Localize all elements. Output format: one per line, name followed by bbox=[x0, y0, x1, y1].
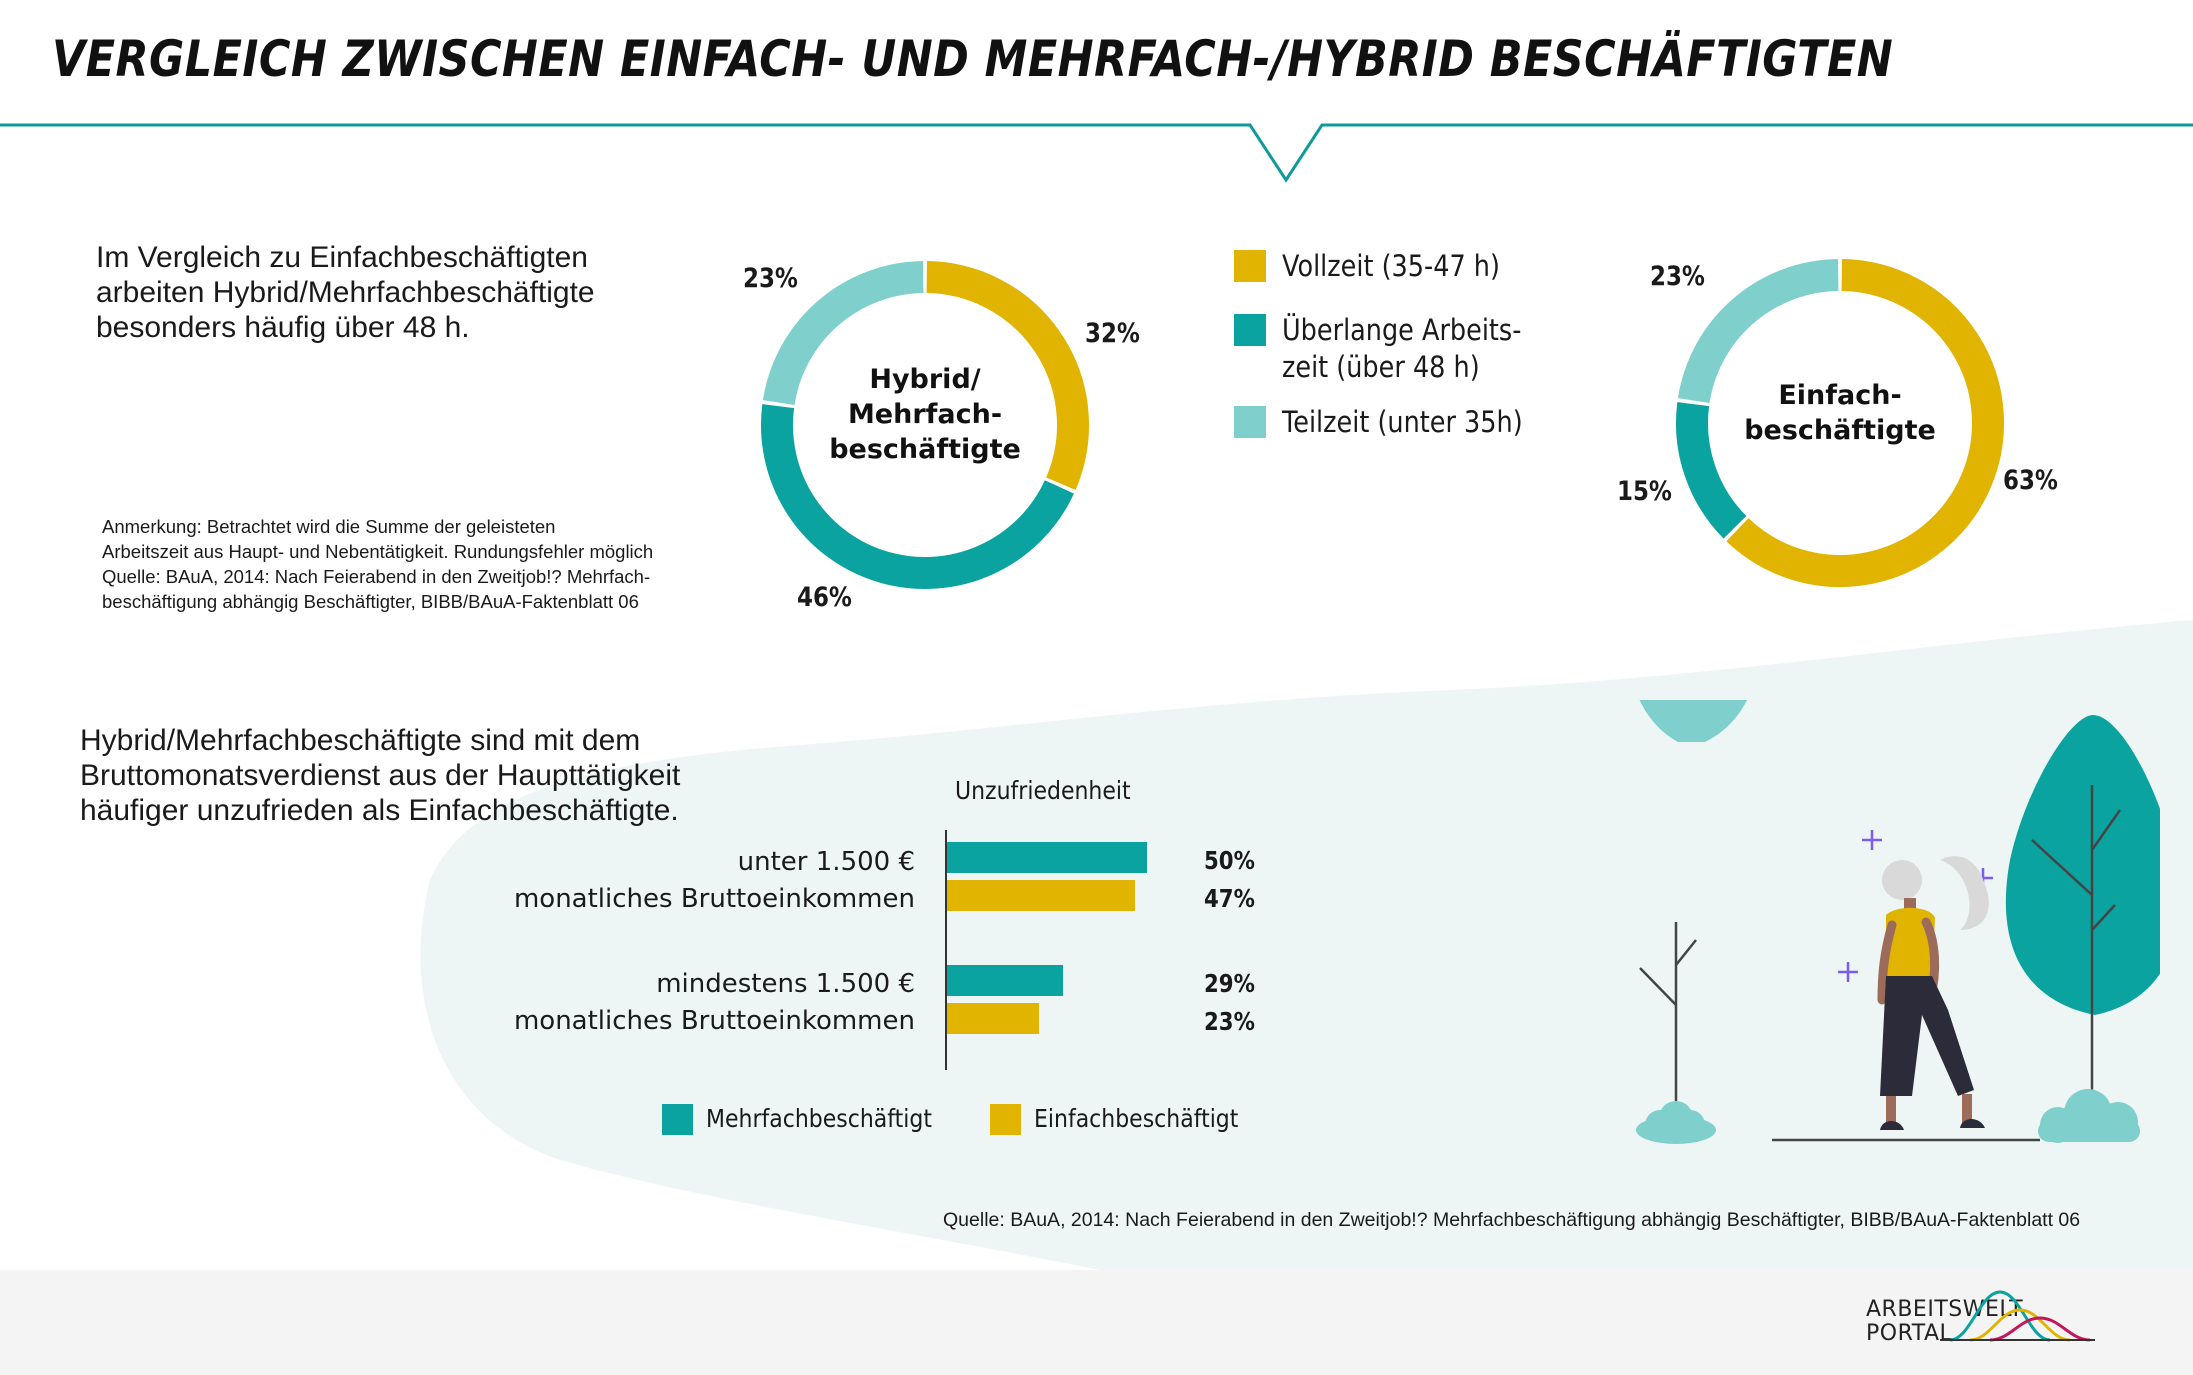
donut-einfach-slice-teilzeit bbox=[1677, 259, 1839, 404]
bar-legend-swatch-mehrfach bbox=[662, 1104, 693, 1135]
note: Anmerkung: Betrachtet wird die Summe der… bbox=[102, 514, 653, 614]
illustration bbox=[1636, 700, 2160, 1144]
donut-einfach-label-teilzeit: 23% bbox=[1650, 261, 1705, 292]
bar-category-line: monatliches Bruttoeinkommen bbox=[513, 1006, 915, 1036]
bar-mehrfach-2 bbox=[947, 965, 1063, 996]
donut-hybrid-slice-teilzeit bbox=[762, 261, 924, 406]
bush-large-base bbox=[2038, 1120, 2140, 1142]
bar-chart-title: Unzufriedenheit bbox=[955, 776, 1131, 805]
donut-einfach-slice-ueberlang bbox=[1676, 402, 1747, 539]
logo-wave bbox=[1949, 1290, 2051, 1342]
bar-einfach-2 bbox=[947, 1003, 1039, 1034]
header-divider-line bbox=[0, 123, 2193, 183]
intro-top-line: besonders häufig über 48 h. bbox=[96, 311, 470, 344]
donut-hybrid-center-label: Hybrid/ Mehrfach- beschäftigte bbox=[800, 362, 1050, 467]
tree-small-branch bbox=[1675, 939, 1697, 966]
center-label-line: Einfach- bbox=[1778, 380, 1902, 411]
donut-hybrid-slice-vollzeit bbox=[926, 261, 1089, 491]
logo-line: ARBEITSWELT bbox=[1866, 1297, 2024, 1322]
bar-chart bbox=[945, 830, 1147, 1070]
bar-category-label-2: mindestens 1.500 € monatliches Bruttoein… bbox=[514, 966, 915, 1040]
donut-einfach-center-label: Einfach- beschäftigte bbox=[1715, 378, 1965, 448]
donut-hybrid-label-teilzeit: 23% bbox=[743, 263, 798, 294]
tree-large-branch bbox=[2090, 809, 2122, 851]
bar-value-label: 23% bbox=[1204, 1007, 1255, 1036]
footer bbox=[0, 1270, 2193, 1375]
legend-swatch-ueberlang bbox=[1234, 314, 1266, 346]
bar-value-label: 47% bbox=[1204, 884, 1255, 913]
page-title: VERGLEICH ZWISCHEN EINFACH- UND MEHRFACH… bbox=[52, 30, 1894, 88]
logo-wave bbox=[1969, 1308, 2071, 1342]
note-line: Anmerkung: Betrachtet wird die Summe der… bbox=[102, 516, 556, 537]
tree-large bbox=[2005, 715, 2160, 1015]
legend-label-line: Überlange Arbeits- bbox=[1282, 313, 1522, 347]
donut-hybrid-label-ueberlang: 46% bbox=[797, 582, 852, 613]
logo-wave bbox=[1989, 1316, 2091, 1342]
center-label-line: beschäftigte bbox=[1744, 415, 1936, 446]
intro-top-line: Im Vergleich zu Einfachbeschäftigten bbox=[96, 241, 588, 274]
bar-einfach-1 bbox=[947, 880, 1135, 911]
intro-bottom-line: Hybrid/Mehrfachbeschäftigte sind mit dem bbox=[80, 724, 641, 757]
note-line: Quelle: BAuA, 2014: Nach Feierabend in d… bbox=[102, 566, 651, 587]
bar-value-label: 50% bbox=[1204, 846, 1255, 875]
bush-small-part bbox=[1659, 1101, 1693, 1135]
intro-top-line: arbeiten Hybrid/Mehrfachbeschäftigte bbox=[96, 276, 595, 309]
intro-top: Im Vergleich zu Einfachbeschäftigten arb… bbox=[96, 240, 595, 345]
donut-einfach-label-ueberlang: 15% bbox=[1617, 476, 1672, 507]
intro-bottom: Hybrid/Mehrfachbeschäftigte sind mit dem… bbox=[80, 723, 680, 828]
tree-large-branch bbox=[2031, 839, 2093, 896]
center-label-line: beschäftigte bbox=[829, 434, 1021, 465]
donut-einfach-slice-vollzeit bbox=[1726, 259, 2004, 587]
legend-label-ueberlang: Überlange Arbeits- zeit (über 48 h) bbox=[1282, 312, 1521, 386]
person-figure bbox=[1877, 856, 1989, 1130]
donut-hybrid-slice-ueberlang bbox=[761, 404, 1074, 589]
legend-swatch-vollzeit bbox=[1234, 250, 1266, 282]
tree-small bbox=[1639, 700, 1747, 742]
bar-category-label-1: unter 1.500 € monatliches Bruttoeinkomme… bbox=[514, 844, 915, 918]
legend-swatch-teilzeit bbox=[1234, 406, 1266, 438]
donut-chart-einfach bbox=[1676, 259, 2004, 587]
intro-bottom-line: Bruttomonatsverdienst aus der Haupttätig… bbox=[80, 759, 681, 792]
bar-legend-label-einfach: Einfachbeschäftigt bbox=[1034, 1104, 1239, 1133]
center-label-line: Mehrfach- bbox=[847, 399, 1003, 430]
background-blob bbox=[420, 620, 2193, 1270]
note-line: beschäftigung abhängig Beschäftigter, BI… bbox=[102, 591, 639, 612]
bar-legend-swatch-einfach bbox=[990, 1104, 1021, 1135]
bar-legend-label-mehrfach: Mehrfachbeschäftigt bbox=[706, 1104, 932, 1133]
bar-category-line: mindestens 1.500 € bbox=[656, 969, 915, 999]
bar-value-label: 29% bbox=[1204, 969, 1255, 998]
bar-category-line: monatliches Bruttoeinkommen bbox=[513, 884, 915, 914]
tree-large-branch bbox=[2091, 904, 2116, 931]
logo-line: PORTAL bbox=[1866, 1321, 1953, 1346]
donut-einfach-label-vollzeit: 63% bbox=[2003, 465, 2058, 496]
donut-hybrid-label-vollzeit: 32% bbox=[1085, 318, 1140, 349]
logo-waves-icon bbox=[1940, 1290, 2095, 1342]
legend-label-teilzeit: Teilzeit (unter 35h) bbox=[1282, 405, 1523, 439]
bar-category-line: unter 1.500 € bbox=[737, 847, 915, 877]
tree-small-branch bbox=[1639, 967, 1677, 1006]
bar-mehrfach-1 bbox=[947, 842, 1147, 873]
intro-bottom-line: häufiger unzufrieden als Einfachbeschäft… bbox=[80, 794, 679, 827]
legend-label-vollzeit: Vollzeit (35-47 h) bbox=[1282, 249, 1500, 283]
center-label-line: Hybrid/ bbox=[869, 364, 981, 395]
note-line: Arbeitszeit aus Haupt- und Nebentätigkei… bbox=[102, 541, 654, 562]
legend-label-line: zeit (über 48 h) bbox=[1282, 350, 1480, 384]
donut-chart-hybrid bbox=[761, 261, 1089, 589]
logo-text: ARBEITSWELT PORTAL bbox=[1866, 1298, 2023, 1346]
source-note: Quelle: BAuA, 2014: Nach Feierabend in d… bbox=[943, 1209, 2081, 1231]
